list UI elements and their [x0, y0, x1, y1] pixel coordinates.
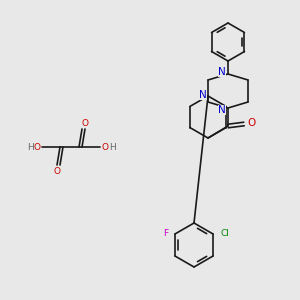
Text: N: N [218, 67, 226, 77]
Text: H: H [27, 142, 33, 152]
Text: F: F [164, 230, 169, 238]
Text: O: O [82, 118, 88, 127]
Text: O: O [247, 118, 255, 128]
Text: Cl: Cl [220, 230, 230, 238]
Text: N: N [199, 90, 207, 100]
Text: O: O [53, 167, 61, 176]
Text: H: H [109, 142, 116, 152]
Text: O: O [101, 142, 109, 152]
Text: O: O [34, 142, 40, 152]
Text: N: N [218, 105, 226, 115]
